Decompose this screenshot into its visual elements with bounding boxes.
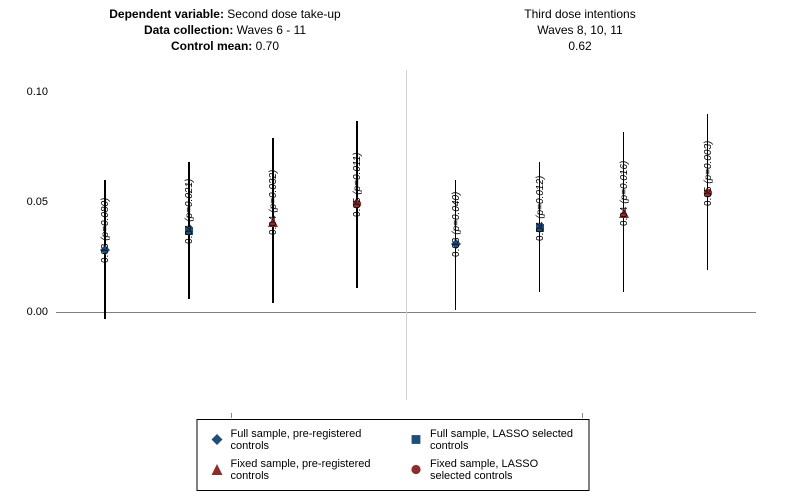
x-axis-tick <box>582 413 583 418</box>
x-axis-tick <box>231 413 232 418</box>
point-label: 0.03 (p=0.080) <box>100 198 111 263</box>
zero-line <box>56 312 406 313</box>
point-label: 0.04 (p=0.032) <box>268 169 279 234</box>
estimate-point: 0.04 (p=0.032) <box>273 70 274 71</box>
point-label: 0.04 (p=0.016) <box>619 161 630 226</box>
point-label: 0.04 (p=0.021) <box>184 178 195 243</box>
y-tick-label: 0.00 <box>27 306 48 318</box>
panel-title-right: Third dose intentionsWaves 8, 10, 110.62 <box>430 6 730 55</box>
figure-container: Dependent variable: Second dose take-upD… <box>0 0 786 503</box>
zero-line <box>407 312 757 313</box>
y-axis: 0.00 0.05 0.10 <box>12 70 52 400</box>
legend-label: Fixed sample, pre-registered controls <box>231 458 383 482</box>
estimate-point: 0.04 (p=0.016) <box>624 70 625 71</box>
diamond-icon <box>212 434 223 446</box>
y-tick-label: 0.10 <box>27 86 48 98</box>
circle-icon <box>411 464 422 476</box>
point-label: 0.04 (p=0.012) <box>535 176 546 241</box>
legend-box: Full sample, pre-registered controls Full… <box>197 419 590 491</box>
square-icon <box>411 434 422 446</box>
panel-third-dose: 0.03 (p=0.040) 0.04 (p=0.012) 0.04 (p=0.01… <box>406 70 757 400</box>
estimate-point: 0.05 (p=0.011) <box>357 70 358 71</box>
panel-title-left: Dependent variable: Second dose take-upD… <box>60 6 390 55</box>
legend-item: Fixed sample, pre-registered controls <box>212 458 383 482</box>
estimate-point: 0.05 (p=0.003) <box>708 70 709 71</box>
y-tick-label: 0.05 <box>27 196 48 208</box>
plot-area: 0.03 (p=0.040) 0.04 (p=0.012) 0.04 (p=0.01… <box>407 70 757 400</box>
point-label: 0.03 (p=0.040) <box>451 191 462 256</box>
legend-label: Full sample, pre-registered controls <box>231 428 383 452</box>
triangle-icon <box>212 464 223 476</box>
charts-row: 0.000.050.10 0.03 (p=0.080)0.04 (p=0.021… <box>56 70 756 400</box>
estimate-point: 0.03 (p=0.040) <box>456 70 457 71</box>
legend-item: Fixed sample, LASSO selected controls <box>411 458 575 482</box>
legend-item: Full sample, LASSO selected controls <box>411 428 575 452</box>
estimate-point: 0.04 (p=0.021) <box>189 70 190 71</box>
panel-second-dose: 0.03 (p=0.080) 0.04 (p=0.021) 0.04 (p=0.03… <box>56 70 406 400</box>
legend-label: Fixed sample, LASSO selected controls <box>430 458 575 482</box>
estimate-point: 0.04 (p=0.012) <box>540 70 541 71</box>
point-label: 0.05 (p=0.011) <box>352 153 363 218</box>
estimate-point: 0.03 (p=0.080) <box>105 70 106 71</box>
legend-label: Full sample, LASSO selected controls <box>430 428 575 452</box>
plot-area: 0.03 (p=0.080) 0.04 (p=0.021) 0.04 (p=0.03… <box>56 70 406 400</box>
point-label: 0.05 (p=0.003) <box>703 141 714 206</box>
legend-item: Full sample, pre-registered controls <box>212 428 383 452</box>
